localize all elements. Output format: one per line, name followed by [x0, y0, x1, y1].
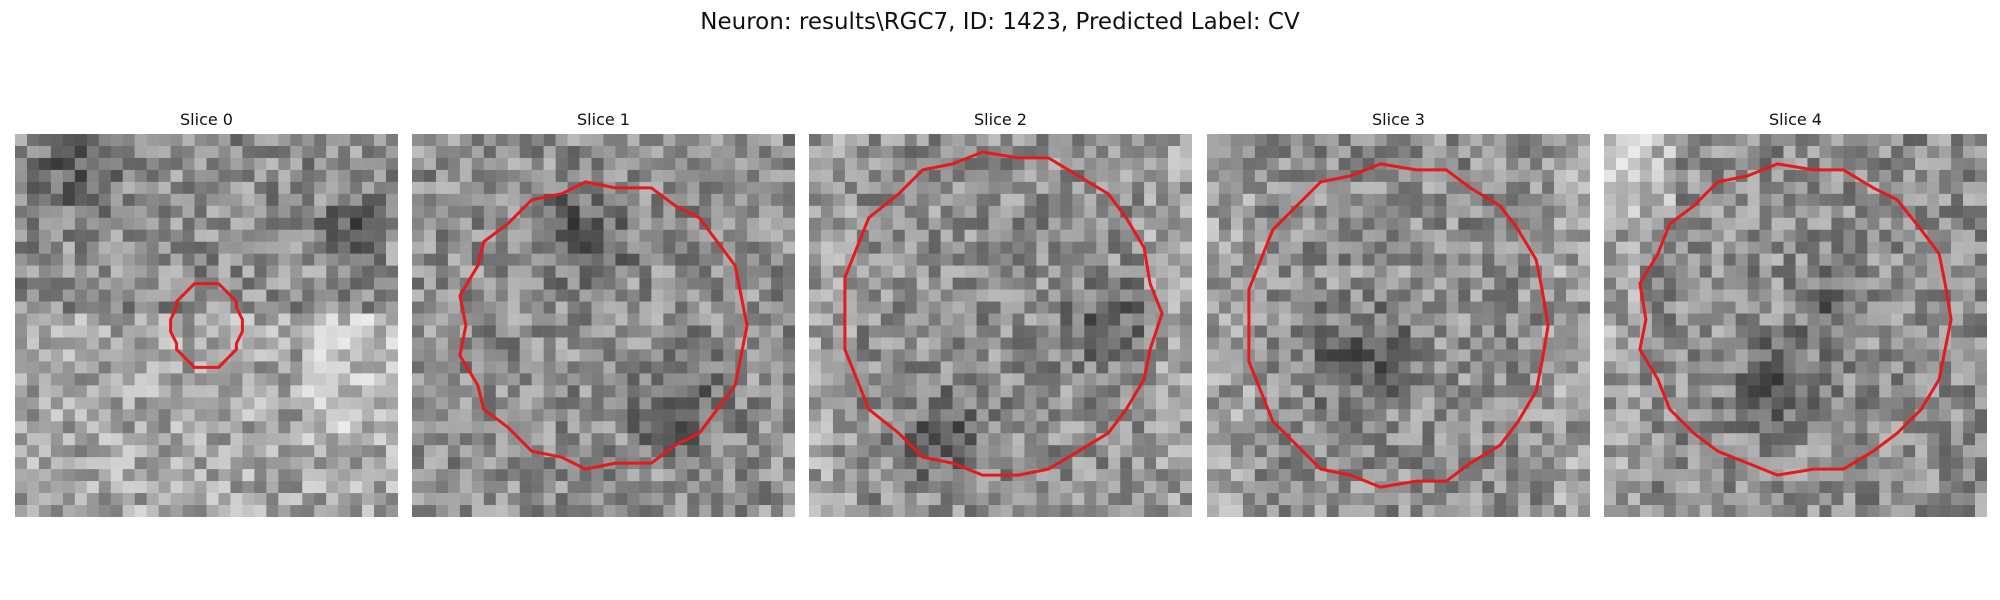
neuron-contour [843, 150, 1164, 477]
slice-title: Slice 1 [577, 110, 630, 129]
neuron-contour [458, 180, 749, 471]
figure-title: Neuron: results\RGC7, ID: 1423, Predicte… [700, 9, 1300, 35]
neuron-contour [1638, 162, 1953, 477]
slice-image [809, 134, 1192, 517]
slice-panel-3: Slice 3 [1207, 110, 1590, 522]
slice-panel-4: Slice 4 [1604, 110, 1987, 522]
slice-image [15, 134, 398, 517]
slice-title: Slice 4 [1769, 110, 1822, 129]
neuron-contour [169, 282, 244, 369]
slice-image [1604, 134, 1987, 517]
slice-title: Slice 2 [974, 110, 1027, 129]
slice-panel-1: Slice 1 [412, 110, 795, 522]
slice-title: Slice 0 [180, 110, 233, 129]
slice-panel-0: Slice 0 [15, 110, 398, 522]
slice-title: Slice 3 [1372, 110, 1425, 129]
neuron-contour [1247, 162, 1550, 489]
slice-panel-2: Slice 2 [809, 110, 1192, 522]
slice-image [412, 134, 795, 517]
slice-image [1207, 134, 1590, 517]
